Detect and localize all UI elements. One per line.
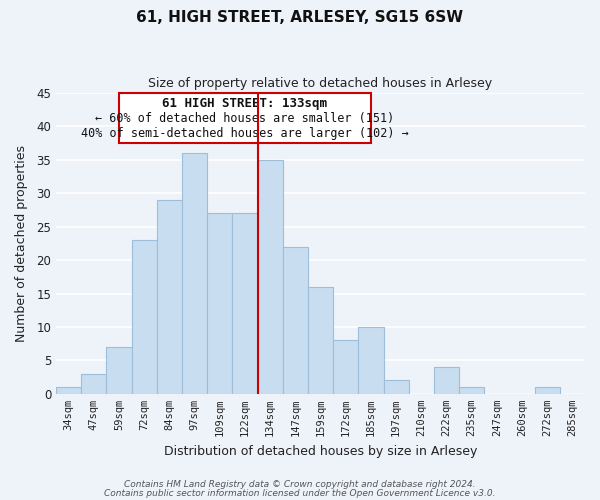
Bar <box>257 160 283 394</box>
Bar <box>383 380 409 394</box>
Bar <box>434 367 459 394</box>
Text: 61, HIGH STREET, ARLESEY, SG15 6SW: 61, HIGH STREET, ARLESEY, SG15 6SW <box>136 10 464 25</box>
Y-axis label: Number of detached properties: Number of detached properties <box>15 145 28 342</box>
Bar <box>459 387 484 394</box>
Bar <box>283 247 308 394</box>
Text: 61 HIGH STREET: 133sqm: 61 HIGH STREET: 133sqm <box>163 96 328 110</box>
Bar <box>232 214 257 394</box>
Bar <box>333 340 358 394</box>
FancyBboxPatch shape <box>119 93 371 143</box>
Bar <box>81 374 106 394</box>
Text: 40% of semi-detached houses are larger (102) →: 40% of semi-detached houses are larger (… <box>81 126 409 140</box>
Text: Contains public sector information licensed under the Open Government Licence v3: Contains public sector information licen… <box>104 488 496 498</box>
Bar <box>131 240 157 394</box>
Bar <box>157 200 182 394</box>
Bar <box>56 387 81 394</box>
Bar <box>535 387 560 394</box>
Bar <box>182 153 207 394</box>
Bar <box>106 347 131 394</box>
Bar <box>358 327 383 394</box>
Title: Size of property relative to detached houses in Arlesey: Size of property relative to detached ho… <box>148 78 493 90</box>
Bar <box>207 214 232 394</box>
X-axis label: Distribution of detached houses by size in Arlesey: Distribution of detached houses by size … <box>164 444 477 458</box>
Text: ← 60% of detached houses are smaller (151): ← 60% of detached houses are smaller (15… <box>95 112 395 125</box>
Bar <box>308 287 333 394</box>
Text: Contains HM Land Registry data © Crown copyright and database right 2024.: Contains HM Land Registry data © Crown c… <box>124 480 476 489</box>
